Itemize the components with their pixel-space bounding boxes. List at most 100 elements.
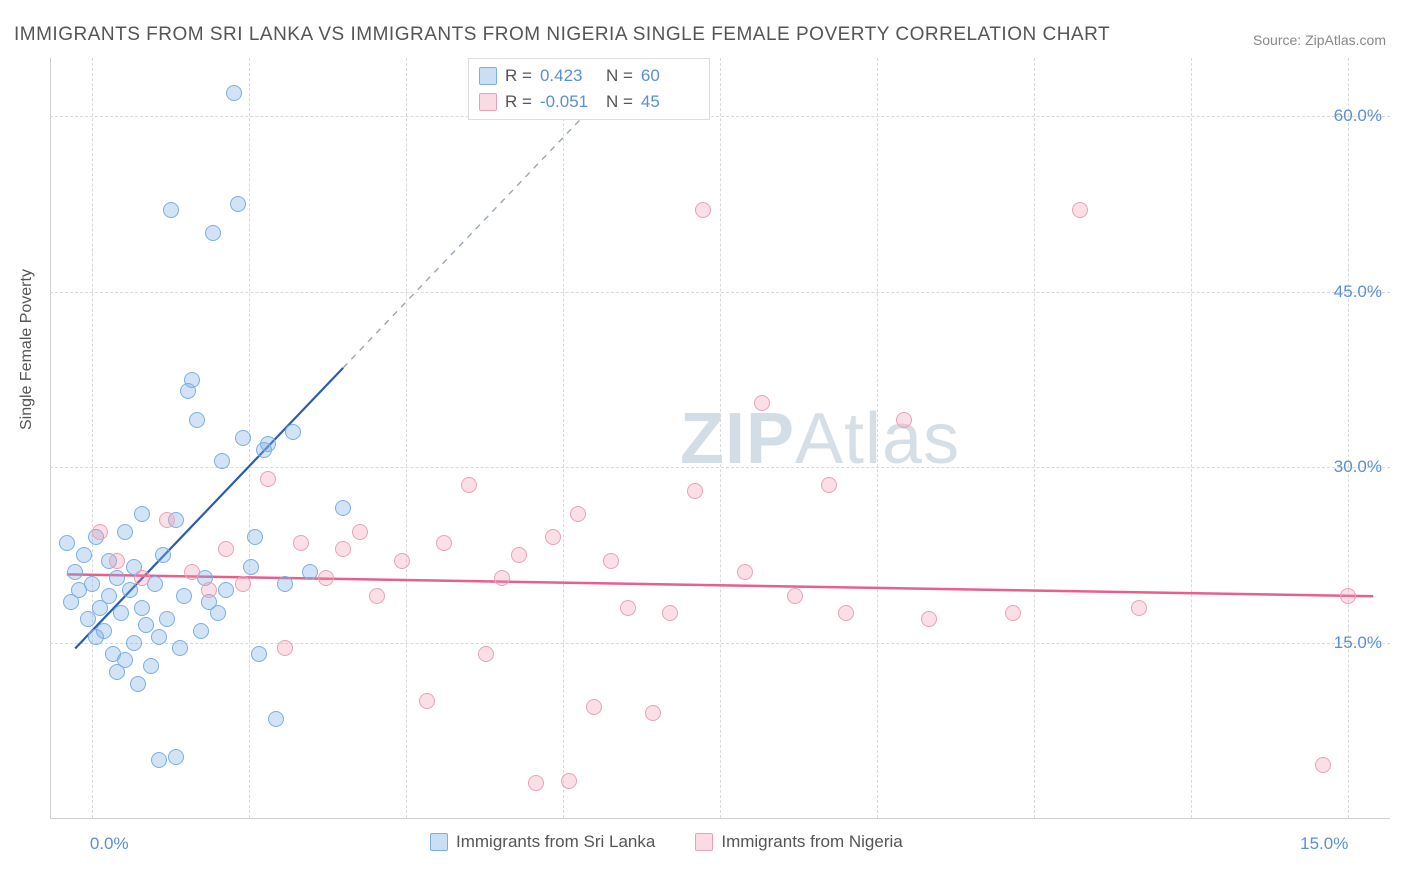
legend-label: Immigrants from Sri Lanka xyxy=(456,832,655,852)
data-point xyxy=(838,605,854,621)
data-point xyxy=(92,524,108,540)
data-point xyxy=(737,564,753,580)
stats-legend-row: R = 0.423 N = 60 xyxy=(479,63,699,89)
data-point xyxy=(528,775,544,791)
y-axis xyxy=(50,58,51,818)
data-point xyxy=(205,225,221,241)
data-point xyxy=(695,202,711,218)
data-point xyxy=(235,430,251,446)
data-point xyxy=(243,559,259,575)
data-point xyxy=(109,553,125,569)
data-point xyxy=(122,582,138,598)
data-point xyxy=(545,529,561,545)
data-point xyxy=(896,412,912,428)
data-point xyxy=(84,576,100,592)
data-point xyxy=(251,646,267,662)
data-point xyxy=(176,588,192,604)
data-point xyxy=(193,623,209,639)
stat-r-label: R = xyxy=(505,92,532,112)
data-point xyxy=(394,553,410,569)
data-point xyxy=(1072,202,1088,218)
x-axis xyxy=(50,818,1390,819)
data-point xyxy=(134,600,150,616)
data-point xyxy=(511,547,527,563)
data-point xyxy=(59,535,75,551)
gridline-v xyxy=(1191,58,1192,818)
data-point xyxy=(96,623,112,639)
data-point xyxy=(172,640,188,656)
data-point xyxy=(260,436,276,452)
data-point xyxy=(570,506,586,522)
data-point xyxy=(1315,757,1331,773)
data-point xyxy=(117,652,133,668)
data-point xyxy=(335,541,351,557)
legend-swatch xyxy=(479,67,497,85)
data-point xyxy=(1131,600,1147,616)
data-point xyxy=(603,553,619,569)
data-point xyxy=(159,512,175,528)
stat-r-value: 0.423 xyxy=(540,66,598,86)
data-point xyxy=(921,611,937,627)
data-point xyxy=(419,693,435,709)
legend-label: Immigrants from Nigeria xyxy=(721,832,902,852)
legend-swatch xyxy=(430,833,448,851)
data-point xyxy=(67,564,83,580)
data-point xyxy=(218,541,234,557)
data-point xyxy=(143,658,159,674)
data-point xyxy=(163,202,179,218)
data-point xyxy=(821,477,837,493)
data-point xyxy=(155,547,171,563)
data-point xyxy=(318,570,334,586)
data-point xyxy=(134,506,150,522)
legend-swatch xyxy=(695,833,713,851)
stats-legend: R = 0.423 N = 60 R = -0.051 N = 45 xyxy=(468,58,710,120)
data-point xyxy=(80,611,96,627)
data-point xyxy=(787,588,803,604)
y-tick-label: 15.0% xyxy=(1334,633,1382,653)
data-point xyxy=(302,564,318,580)
data-point xyxy=(277,640,293,656)
series-legend-item: Immigrants from Sri Lanka xyxy=(430,832,655,852)
data-point xyxy=(352,524,368,540)
data-point xyxy=(436,535,452,551)
data-point xyxy=(151,629,167,645)
data-point xyxy=(645,705,661,721)
chart-title: IMMIGRANTS FROM SRI LANKA VS IMMIGRANTS … xyxy=(14,24,1110,46)
legend-swatch xyxy=(479,93,497,111)
y-tick-label: 60.0% xyxy=(1334,106,1382,126)
gridline-v xyxy=(406,58,407,818)
data-point xyxy=(247,529,263,545)
data-point xyxy=(662,605,678,621)
data-point xyxy=(1005,605,1021,621)
y-axis-label: Single Female Poverty xyxy=(18,269,36,430)
data-point xyxy=(461,477,477,493)
stat-n-value: 45 xyxy=(641,92,699,112)
data-point xyxy=(561,773,577,789)
data-point xyxy=(478,646,494,662)
chart-container: IMMIGRANTS FROM SRI LANKA VS IMMIGRANTS … xyxy=(0,0,1406,892)
data-point xyxy=(293,535,309,551)
stat-n-value: 60 xyxy=(641,66,699,86)
stats-legend-row: R = -0.051 N = 45 xyxy=(479,89,699,115)
data-point xyxy=(230,196,246,212)
gridline-v xyxy=(563,58,564,818)
data-point xyxy=(277,576,293,592)
series-legend: Immigrants from Sri Lanka Immigrants from… xyxy=(430,832,903,852)
data-point xyxy=(126,635,142,651)
data-point xyxy=(184,564,200,580)
data-point xyxy=(754,395,770,411)
data-point xyxy=(687,483,703,499)
data-point xyxy=(101,588,117,604)
stat-n-label: N = xyxy=(606,92,633,112)
series-legend-item: Immigrants from Nigeria xyxy=(695,832,902,852)
data-point xyxy=(159,611,175,627)
gridline-v xyxy=(877,58,878,818)
data-point xyxy=(260,471,276,487)
data-point xyxy=(184,372,200,388)
data-point xyxy=(1340,588,1356,604)
gridline-v xyxy=(1034,58,1035,818)
data-point xyxy=(268,711,284,727)
stat-r-value: -0.051 xyxy=(540,92,598,112)
stat-n-label: N = xyxy=(606,66,633,86)
stat-r-label: R = xyxy=(505,66,532,86)
